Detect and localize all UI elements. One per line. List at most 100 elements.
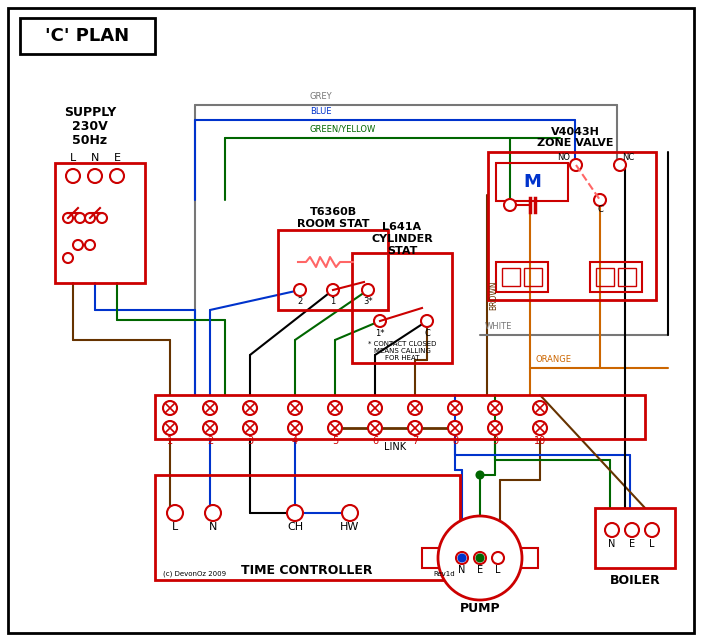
Text: BROWN: BROWN — [489, 280, 498, 310]
Text: BOILER: BOILER — [609, 574, 661, 587]
Circle shape — [645, 523, 659, 537]
Circle shape — [288, 401, 302, 415]
Circle shape — [167, 505, 183, 521]
Circle shape — [203, 421, 217, 435]
Text: NC: NC — [622, 153, 634, 162]
Text: STAT: STAT — [387, 246, 417, 256]
Bar — [155, 475, 460, 580]
Text: 3: 3 — [247, 436, 253, 446]
Bar — [488, 152, 656, 300]
Text: E: E — [477, 565, 483, 575]
Circle shape — [605, 523, 619, 537]
Bar — [618, 268, 636, 286]
Text: 4: 4 — [292, 436, 298, 446]
Text: 7: 7 — [412, 436, 418, 446]
Text: 2: 2 — [207, 436, 213, 446]
Text: 1: 1 — [331, 297, 336, 306]
Text: 9: 9 — [492, 436, 498, 446]
Circle shape — [294, 284, 306, 296]
Circle shape — [368, 421, 382, 435]
Circle shape — [408, 421, 422, 435]
Circle shape — [110, 169, 124, 183]
Circle shape — [374, 315, 386, 327]
Text: 3*: 3* — [363, 297, 373, 306]
Text: L: L — [649, 539, 655, 549]
Text: L: L — [495, 565, 501, 575]
Circle shape — [625, 523, 639, 537]
Circle shape — [456, 552, 468, 564]
Circle shape — [614, 159, 626, 171]
Text: ROOM STAT: ROOM STAT — [297, 219, 369, 229]
Circle shape — [163, 421, 177, 435]
Circle shape — [448, 421, 462, 435]
Text: PUMP: PUMP — [460, 601, 501, 615]
Text: E: E — [114, 153, 121, 163]
Bar — [596, 268, 614, 286]
Circle shape — [205, 505, 221, 521]
Circle shape — [288, 421, 302, 435]
Text: CH: CH — [287, 522, 303, 532]
Circle shape — [75, 213, 85, 223]
Circle shape — [328, 421, 342, 435]
Circle shape — [368, 401, 382, 415]
Text: (c) DevonOz 2009: (c) DevonOz 2009 — [163, 570, 226, 577]
Circle shape — [477, 472, 484, 478]
Circle shape — [85, 240, 95, 250]
Bar — [590, 262, 642, 292]
Circle shape — [488, 401, 502, 415]
Text: 5: 5 — [332, 436, 338, 446]
Text: CYLINDER: CYLINDER — [371, 234, 433, 244]
Bar — [352, 253, 452, 363]
Text: M: M — [523, 173, 541, 191]
Text: * CONTACT CLOSED
MEANS CALLING
FOR HEAT: * CONTACT CLOSED MEANS CALLING FOR HEAT — [368, 341, 436, 361]
Text: E: E — [629, 539, 635, 549]
Text: C: C — [424, 328, 430, 338]
Bar — [595, 508, 675, 568]
Circle shape — [287, 505, 303, 521]
Circle shape — [73, 240, 83, 250]
Circle shape — [594, 194, 606, 206]
Bar — [524, 268, 542, 286]
Bar — [278, 230, 388, 310]
Circle shape — [243, 421, 257, 435]
Circle shape — [362, 284, 374, 296]
Bar — [20, 18, 155, 54]
Circle shape — [163, 401, 177, 415]
Bar — [422, 548, 440, 568]
Text: L: L — [172, 522, 178, 532]
Bar — [155, 395, 645, 439]
Circle shape — [88, 169, 102, 183]
Text: L: L — [70, 153, 76, 163]
Circle shape — [504, 199, 516, 211]
Text: TIME CONTROLLER: TIME CONTROLLER — [241, 563, 373, 576]
Text: BLUE: BLUE — [310, 107, 331, 116]
Circle shape — [85, 213, 95, 223]
Text: L641A: L641A — [383, 222, 422, 232]
Text: 230V: 230V — [72, 121, 108, 133]
Bar — [462, 546, 498, 570]
Circle shape — [533, 421, 547, 435]
Circle shape — [63, 213, 73, 223]
Text: N: N — [609, 539, 616, 549]
Text: NO: NO — [557, 153, 570, 162]
Text: GREY: GREY — [310, 92, 333, 101]
Bar — [496, 262, 548, 292]
Circle shape — [448, 401, 462, 415]
Circle shape — [327, 284, 339, 296]
Text: C: C — [597, 206, 603, 215]
Text: V4043H: V4043H — [550, 127, 600, 137]
Bar — [496, 163, 568, 201]
Text: 'C' PLAN: 'C' PLAN — [45, 27, 129, 45]
Circle shape — [97, 213, 107, 223]
Bar — [520, 548, 538, 568]
Circle shape — [342, 505, 358, 521]
Text: N: N — [458, 565, 465, 575]
Text: WHITE: WHITE — [485, 322, 512, 331]
Text: HW: HW — [340, 522, 359, 532]
Circle shape — [492, 552, 504, 564]
Circle shape — [203, 401, 217, 415]
Text: 10: 10 — [534, 436, 546, 446]
Circle shape — [533, 401, 547, 415]
Text: N: N — [208, 522, 217, 532]
Circle shape — [243, 401, 257, 415]
